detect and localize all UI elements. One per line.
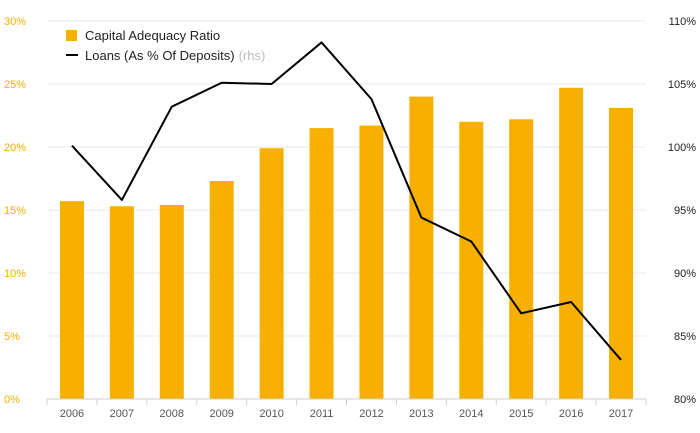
y-left-tick-label: 20% — [4, 142, 26, 154]
x-tick-label: 2013 — [409, 408, 433, 420]
y-right-tick-label: 95% — [674, 205, 696, 217]
bar-series — [59, 87, 634, 400]
legend-label-rhs-note: (rhs) — [239, 48, 266, 63]
bar — [459, 121, 484, 400]
x-tick-label: 2015 — [509, 408, 533, 420]
legend: Capital Adequacy Ratio Loans (As % Of De… — [66, 28, 265, 63]
bar — [59, 201, 84, 399]
loans-line — [71, 41, 622, 361]
y-left-tick-label: 30% — [4, 16, 26, 28]
x-tick-label: 2017 — [609, 408, 633, 420]
legend-label-capital-adequacy: Capital Adequacy Ratio — [85, 28, 220, 43]
x-tick-label: 2006 — [60, 408, 84, 420]
y-right-tick-label: 100% — [668, 142, 696, 154]
x-tick-label: 2012 — [359, 408, 383, 420]
bar — [359, 125, 384, 399]
legend-label-loans: Loans (As % Of Deposits) (rhs) — [85, 48, 265, 63]
gridlines — [47, 20, 646, 337]
x-tick-label: 2009 — [209, 408, 233, 420]
x-tick-label: 2016 — [559, 408, 583, 420]
bar — [259, 148, 284, 399]
x-tick-label: 2007 — [110, 408, 134, 420]
bar — [209, 181, 234, 399]
axes: 0% 5% 10% 15% 20% 25% 30% 80% 85% 90% 95% 100% 105% 1… — [4, 16, 696, 420]
x-tick-label: 2008 — [160, 408, 184, 420]
x-tick-label: 2010 — [259, 408, 283, 420]
y-right-tick-label: 85% — [674, 331, 696, 343]
bar — [109, 206, 134, 399]
bar — [159, 204, 184, 399]
y-right-tick-label: 105% — [668, 79, 696, 91]
legend-swatch-capital-adequacy — [66, 30, 77, 41]
y-left-tick-label: 25% — [4, 79, 26, 91]
line-series — [71, 41, 622, 361]
y-right-tick-label: 110% — [669, 16, 697, 28]
x-tick-label: 2011 — [310, 408, 334, 420]
y-right-tick-label: 80% — [674, 394, 696, 406]
bar — [509, 119, 534, 399]
y-right-tick-label: 90% — [674, 268, 696, 280]
bar — [609, 107, 634, 399]
bar — [559, 87, 584, 399]
bar — [309, 128, 334, 399]
y-left-tick-label: 10% — [4, 268, 26, 280]
y-left-tick-label: 0% — [4, 394, 20, 406]
legend-label-loans-name: Loans (As % Of Deposits) — [85, 48, 235, 63]
y-left-tick-label: 15% — [4, 205, 26, 217]
bar — [409, 96, 434, 399]
x-tick-label: 2014 — [459, 408, 483, 420]
y-left-tick-label: 5% — [4, 331, 20, 343]
